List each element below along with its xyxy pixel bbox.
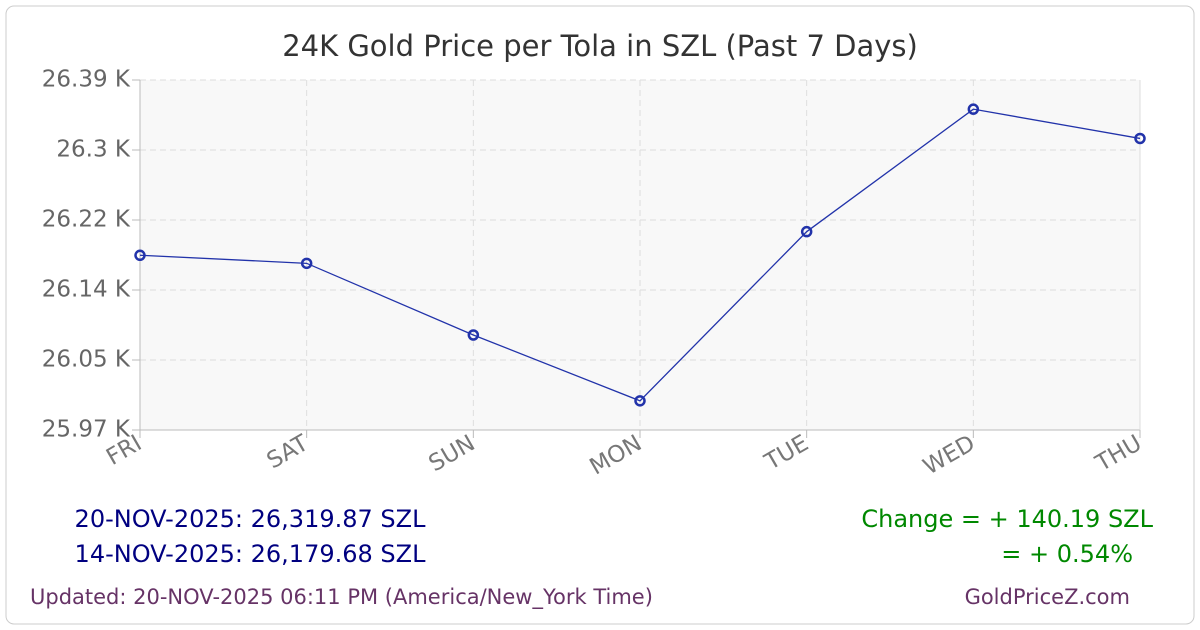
point: [300, 257, 313, 270]
price-line: [139, 108, 1141, 402]
point: [967, 103, 980, 115]
y-tick-label: 26.14 K: [42, 277, 131, 303]
change: Change = + 140.19 SZL: [861, 505, 1153, 533]
y-tick-label: 25.97 K: [42, 417, 131, 443]
point: [634, 395, 646, 407]
updated: Updated: 20-NOV-2025 06:11 PM (America/N…: [30, 585, 653, 610]
point: [1134, 132, 1146, 145]
change-percent: = + 0.54%: [1001, 540, 1133, 568]
y-tick-label: 26.3 K: [56, 137, 131, 163]
point: [134, 249, 146, 262]
chart-title: 24K Gold Price per Tola in SZL (Past 7 D…: [282, 29, 918, 63]
point: [467, 329, 480, 341]
y-tick-label: 26.39 K: [42, 67, 131, 93]
point: [800, 225, 813, 238]
earliest-price: 14-NOV-2025: 26,179.68 SZL: [75, 540, 427, 568]
y-tick-label: 26.22 K: [42, 207, 131, 233]
y-tick-label: 26.05 K: [42, 347, 131, 373]
source: GoldPriceZ.com: [965, 585, 1130, 609]
latest-price: 20-NOV-2025: 26,319.87 SZL: [75, 505, 427, 533]
